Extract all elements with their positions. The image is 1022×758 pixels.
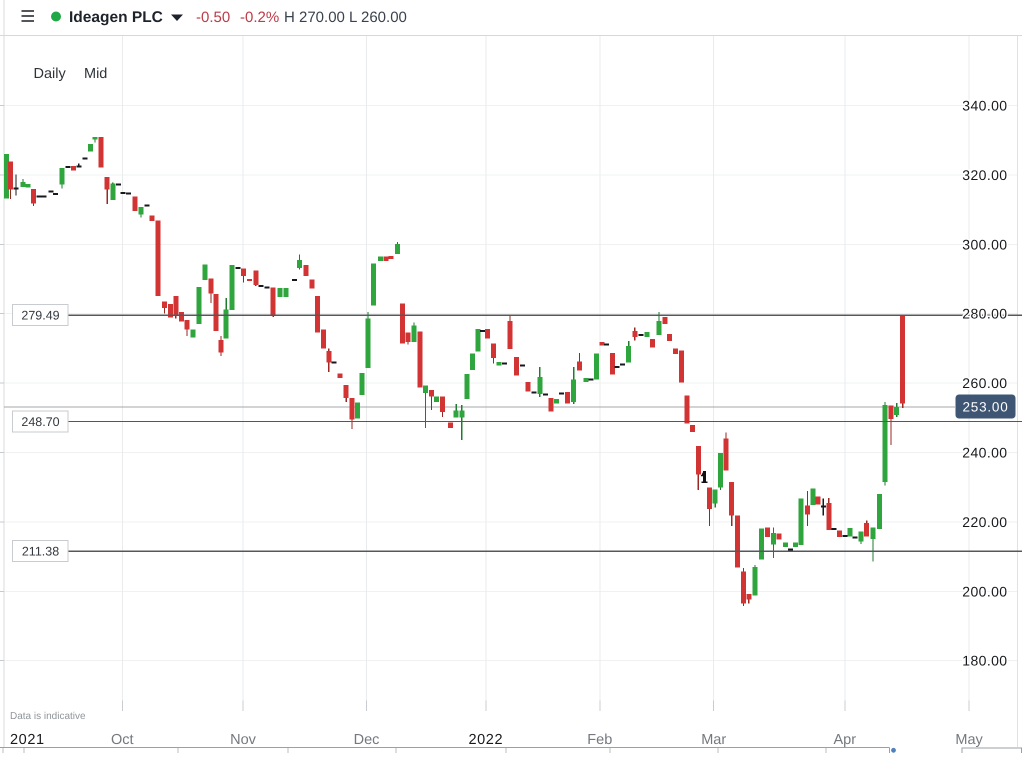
svg-text:Apr: Apr — [834, 732, 857, 748]
svg-text:Feb: Feb — [587, 732, 612, 748]
svg-text:180.00: 180.00 — [962, 653, 1007, 669]
svg-text:280.00: 280.00 — [962, 306, 1007, 322]
svg-text:260.00: 260.00 — [962, 375, 1007, 391]
svg-text:240.00: 240.00 — [962, 445, 1007, 461]
svg-text:340.00: 340.00 — [962, 98, 1007, 114]
svg-text:320.00: 320.00 — [962, 167, 1007, 183]
svg-text:300.00: 300.00 — [962, 236, 1007, 252]
svg-text:200.00: 200.00 — [962, 583, 1007, 599]
svg-text:Dec: Dec — [354, 732, 380, 748]
svg-text:Mid: Mid — [84, 66, 107, 82]
svg-text:220.00: 220.00 — [962, 514, 1007, 530]
svg-text:Nov: Nov — [230, 732, 257, 748]
svg-text:Daily: Daily — [34, 66, 67, 82]
svg-text:-0.50: -0.50 — [196, 9, 230, 26]
svg-text:279.49: 279.49 — [21, 309, 59, 323]
svg-text:2022: 2022 — [468, 732, 503, 748]
svg-text:248.70: 248.70 — [21, 415, 59, 429]
svg-text:May: May — [955, 732, 983, 748]
svg-text:253.00: 253.00 — [962, 400, 1008, 415]
svg-text:2021: 2021 — [10, 732, 45, 748]
svg-text:-0.2%: -0.2% — [240, 9, 279, 26]
svg-text:H 270.00 L 260.00: H 270.00 L 260.00 — [284, 9, 407, 26]
svg-text:Oct: Oct — [111, 732, 134, 748]
svg-text:Ideagen PLC: Ideagen PLC — [69, 9, 163, 26]
svg-text:Mar: Mar — [701, 732, 726, 748]
svg-text:Data is indicative: Data is indicative — [10, 711, 86, 722]
svg-text:211.38: 211.38 — [22, 545, 59, 559]
